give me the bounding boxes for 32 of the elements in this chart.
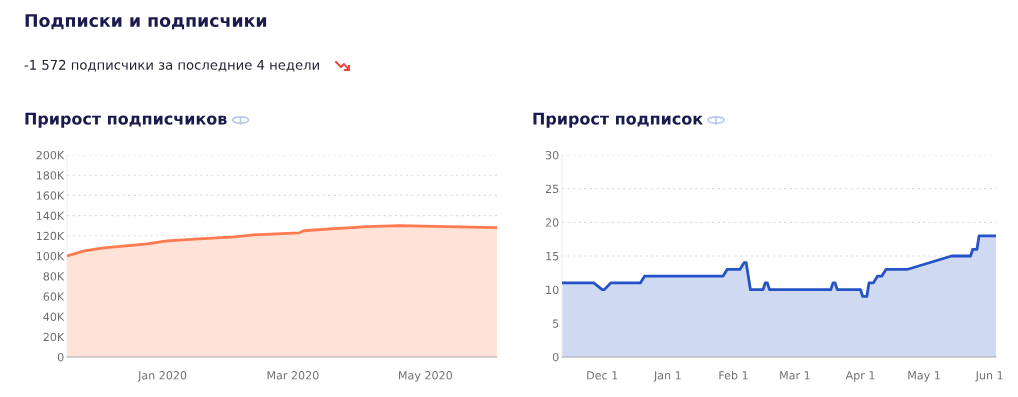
y-tick-label: 120K xyxy=(36,231,65,241)
x-tick-label: Mar 2020 xyxy=(267,371,319,380)
y-tick-label: 100K xyxy=(36,251,65,261)
y-tick-label: 20K xyxy=(43,332,65,342)
y-tick-label: 0 xyxy=(57,352,64,362)
y-tick-label: 80K xyxy=(43,272,65,281)
x-tick-label: May 1 xyxy=(908,371,940,382)
y-tick-label: 200K xyxy=(36,150,65,160)
y-tick-label: 15 xyxy=(546,252,559,261)
text: -1 572 подписчики за последние 4 недели xyxy=(24,59,319,72)
x-tick-label: Mar 1 xyxy=(780,371,810,380)
y-tick-label: 10 xyxy=(546,285,559,295)
chart-title: Прирост подписчиков xyxy=(25,112,227,128)
y-tick-label: 60K xyxy=(43,292,65,301)
y-tick-label: 160K xyxy=(36,191,65,200)
y-tick-label: 5 xyxy=(553,319,559,328)
y-tick-label: 40K xyxy=(43,312,65,321)
x-tick-label: Jan 2020 xyxy=(137,371,187,382)
y-tick-label: 20 xyxy=(545,218,559,227)
text: Подписки и подписчики xyxy=(25,14,267,30)
x-tick-label: Apr 1 xyxy=(845,371,875,382)
chart-title: Прирост подписок xyxy=(533,112,703,128)
y-tick-label: 180K xyxy=(36,171,65,180)
y-tick-label: 140K xyxy=(36,211,65,220)
y-tick-label: 25 xyxy=(545,184,559,194)
y-tick-label: 0 xyxy=(552,352,559,362)
x-tick-label: May 2020 xyxy=(399,371,452,382)
y-tick-label: 30 xyxy=(545,150,559,160)
x-tick-label: Feb 1 xyxy=(719,370,748,380)
x-tick-label: Dec 1 xyxy=(587,371,618,380)
x-tick-label: Jun 1 xyxy=(975,371,1003,382)
x-tick-label: Jan 1 xyxy=(653,371,681,382)
